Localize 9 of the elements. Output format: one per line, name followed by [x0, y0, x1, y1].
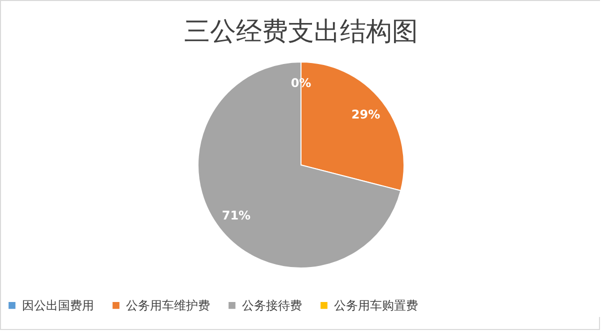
pie-slice: [198, 62, 402, 268]
legend-label: 公务接待费: [242, 298, 302, 312]
data-label: 71%: [222, 208, 251, 222]
data-label: 29%: [351, 108, 380, 122]
text: 0%: [290, 76, 312, 90]
chart-title: 三公经费支出结构图: [184, 17, 418, 47]
legend-label: 公务用车购置费: [334, 298, 418, 312]
legend-label: 因公出国费用: [22, 298, 94, 312]
legend-label: 公务用车维护费: [126, 298, 210, 312]
